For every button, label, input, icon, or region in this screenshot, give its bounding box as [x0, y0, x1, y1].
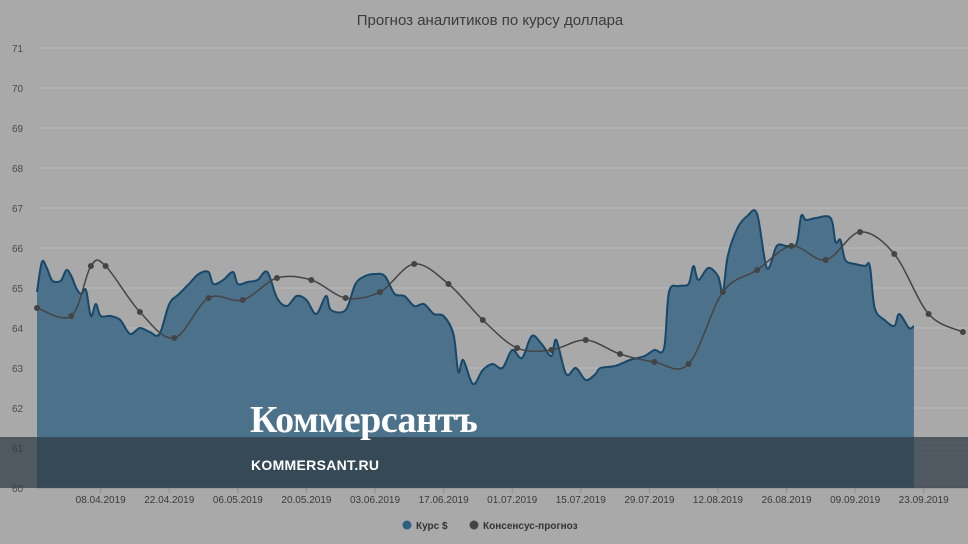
consensus-series: [34, 229, 966, 370]
legend-label-consensus: Консенсус-прогноз: [483, 521, 578, 532]
consensus-point[interactable]: [822, 257, 829, 263]
consensus-point[interactable]: [514, 345, 521, 351]
rate-line: [36, 209, 915, 386]
y-tick-label: 71: [12, 44, 24, 55]
consensus-point[interactable]: [857, 229, 863, 235]
x-axis-ticks: 08.04.2019 22.04.2019 06.05.2019 20.05.2019…: [76, 488, 949, 506]
y-tick-label: 62: [12, 404, 24, 415]
x-tick-label: 29.07.2019: [624, 495, 674, 506]
consensus-point[interactable]: [719, 289, 726, 295]
y-tick-label: 70: [12, 84, 24, 95]
legend-item-consensus[interactable]: Консенсус-прогноз: [469, 520, 578, 533]
legend-label-rate: Курс $: [416, 521, 448, 532]
chart-title: Прогноз аналитиков по курсу доллара: [357, 12, 624, 29]
y-tick-label: 60: [12, 484, 24, 495]
legend-marker-consensus: [469, 520, 479, 530]
brand-url[interactable]: KOMMERSANT.RU: [251, 457, 380, 473]
y-tick-label: 64: [12, 324, 24, 335]
consensus-point[interactable]: [959, 329, 966, 335]
x-tick-label: 23.09.2019: [899, 495, 949, 506]
x-tick-label: 15.07.2019: [556, 495, 606, 506]
y-tick-label: 69: [12, 124, 24, 135]
consensus-point[interactable]: [617, 351, 623, 357]
consensus-point[interactable]: [582, 337, 589, 343]
consensus-point[interactable]: [205, 295, 212, 301]
consensus-point[interactable]: [87, 263, 94, 269]
consensus-point[interactable]: [651, 359, 658, 365]
consensus-point[interactable]: [102, 263, 109, 269]
consensus-point[interactable]: [136, 309, 143, 315]
watermark-band: [0, 437, 968, 488]
consensus-point[interactable]: [34, 305, 40, 311]
consensus-point[interactable]: [411, 261, 418, 267]
legend-marker-rate: [402, 520, 412, 530]
y-axis-ticks: 606162636465666768697071: [12, 44, 24, 495]
consensus-point[interactable]: [754, 267, 761, 273]
x-tick-label: 06.05.2019: [213, 495, 263, 506]
consensus-point[interactable]: [68, 313, 75, 319]
consensus-point[interactable]: [239, 297, 246, 303]
x-tick-label: 08.04.2019: [76, 495, 126, 506]
legend: Курс $ Консенсус-прогноз: [402, 520, 578, 533]
consensus-point[interactable]: [274, 275, 280, 281]
consensus-point[interactable]: [685, 361, 692, 367]
y-tick-label: 63: [12, 364, 24, 375]
consensus-point[interactable]: [308, 277, 315, 283]
consensus-point[interactable]: [342, 295, 349, 301]
brand-logo: Коммерсантъ: [250, 399, 478, 441]
y-tick-label: 65: [12, 284, 24, 295]
y-tick-label: 66: [12, 244, 24, 255]
x-tick-label: 03.06.2019: [350, 495, 400, 506]
y-tick-label: 68: [12, 164, 24, 175]
consensus-point[interactable]: [445, 281, 452, 287]
x-tick-label: 12.08.2019: [693, 495, 743, 506]
consensus-point[interactable]: [376, 289, 383, 295]
consensus-point[interactable]: [788, 243, 795, 249]
consensus-point[interactable]: [891, 251, 898, 257]
x-tick-label: 01.07.2019: [487, 495, 537, 506]
legend-item-rate[interactable]: Курс $: [402, 520, 448, 533]
x-tick-label: 09.09.2019: [830, 495, 880, 506]
rate-area-fill: [37, 210, 914, 488]
x-tick-label: 26.08.2019: [762, 495, 812, 506]
x-tick-label: 20.05.2019: [281, 495, 331, 506]
consensus-point[interactable]: [171, 335, 178, 341]
consensus-point[interactable]: [479, 317, 486, 323]
rate-series-area: [36, 209, 915, 488]
consensus-point[interactable]: [548, 347, 555, 353]
x-tick-label: 22.04.2019: [144, 495, 194, 506]
y-tick-label: 67: [12, 204, 24, 215]
consensus-point[interactable]: [925, 311, 932, 317]
x-tick-label: 17.06.2019: [419, 495, 469, 506]
